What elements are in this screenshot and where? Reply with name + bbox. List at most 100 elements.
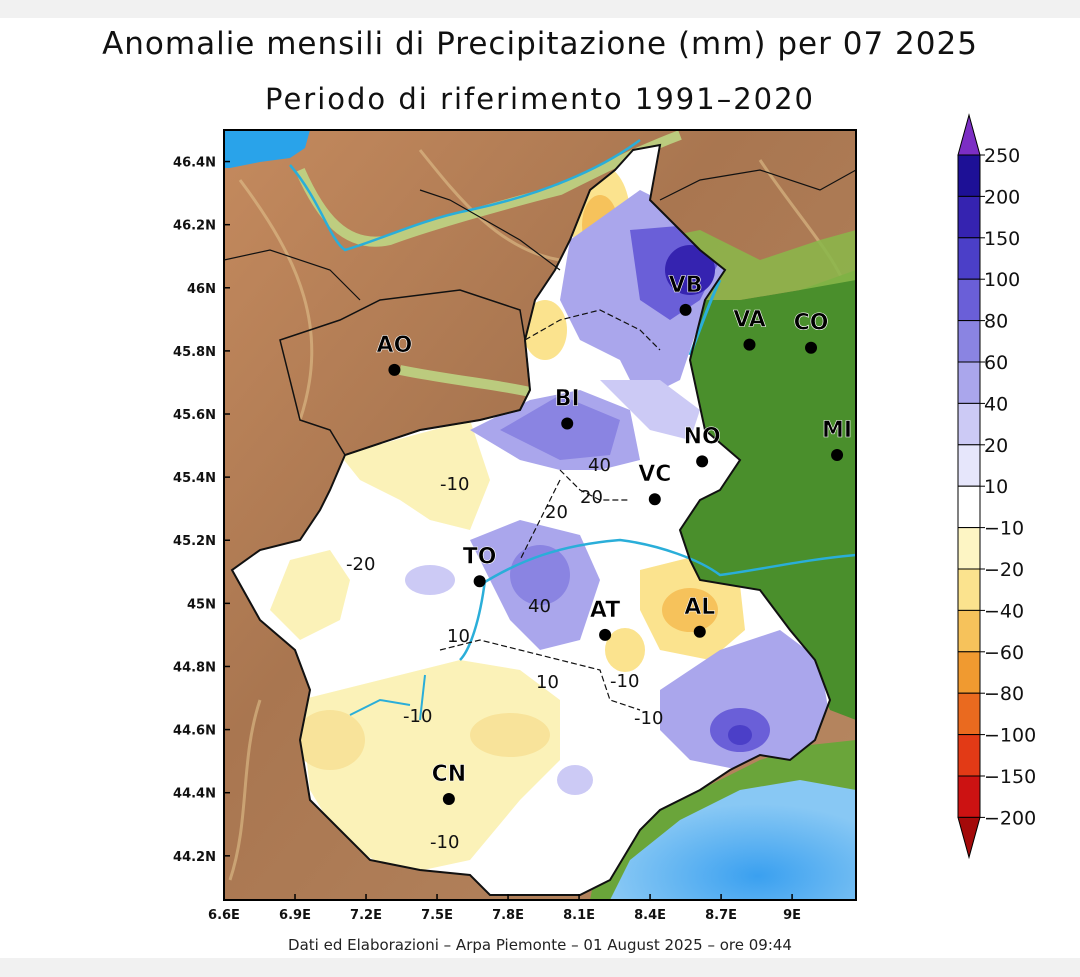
legend-swatch <box>957 361 981 404</box>
lon-tick-label: 8.4E <box>634 908 666 923</box>
city-label-mi: MI <box>822 418 852 443</box>
lon-tick-label: 7.8E <box>492 908 524 923</box>
credits-footer: Dati ed Elaborazioni – Arpa Piemonte – 0… <box>288 936 792 954</box>
legend-label: 40 <box>984 393 1008 415</box>
city-label-vc: VC <box>638 462 671 487</box>
lat-tick-label: 45.8N <box>173 345 216 360</box>
latitude-axis: 46.4N 46.2N 46N 45.8N 45.6N 45.4N 45.2N 45N 44.8… <box>173 156 230 865</box>
legend-label: −40 <box>984 600 1024 622</box>
legend-label: 100 <box>984 269 1020 291</box>
river-rhone <box>289 138 641 252</box>
legend-swatch <box>957 444 981 487</box>
legend-label: −20 <box>984 559 1024 581</box>
city-marker-va <box>743 338 756 351</box>
city-marker-bi <box>561 417 574 430</box>
city-markers: AO VB VA CO BI NO MI VC TO AT AL CN <box>376 273 852 806</box>
lon-tick-label: 9E <box>783 908 801 923</box>
legend-label: −60 <box>984 642 1024 664</box>
map-frame <box>223 129 857 901</box>
contour-label: -10 <box>403 706 432 727</box>
contour-label: -10 <box>610 671 639 692</box>
city-label-no: NO <box>684 424 721 449</box>
city-label-to: TO <box>463 544 497 569</box>
legend-swatch <box>957 609 981 653</box>
lat-tick-label: 44.2N <box>173 850 216 865</box>
legend-label: 10 <box>984 476 1008 498</box>
city-marker-cn <box>442 793 455 806</box>
lat-tick-label: 44.4N <box>173 787 216 802</box>
city-label-ao: AO <box>377 333 413 358</box>
city-label-va: VA <box>733 308 766 333</box>
legend-swatch <box>957 278 981 322</box>
legend-swatch <box>957 195 981 239</box>
city-label-co: CO <box>794 311 829 336</box>
contour-label: -20 <box>346 554 375 575</box>
map-area <box>224 130 856 900</box>
city-marker-to <box>473 575 486 588</box>
legend-swatch <box>957 527 981 570</box>
legend-label: −200 <box>984 807 1036 829</box>
contour-label: 10 <box>536 672 559 693</box>
lat-tick-label: 44.8N <box>173 660 216 675</box>
city-marker-no <box>696 455 709 468</box>
legend-swatch <box>957 734 981 777</box>
lon-tick-label: 7.2E <box>350 908 382 923</box>
river-tanaro <box>349 674 426 721</box>
legend-label: 80 <box>984 311 1008 333</box>
valley-green <box>295 130 682 397</box>
contour-label: 10 <box>447 626 470 647</box>
lon-tick-label: 6.6E <box>208 908 240 923</box>
legend-label: −150 <box>984 766 1036 788</box>
city-marker-ao <box>388 363 401 376</box>
map-title: Anomalie mensili di Precipitazione (mm) … <box>102 26 978 62</box>
legend-label: 150 <box>984 228 1020 250</box>
lat-tick-label: 46.4N <box>173 156 216 171</box>
map-subtitle: Periodo di riferimento 1991–2020 <box>265 82 815 116</box>
city-marker-vb <box>679 303 692 316</box>
city-marker-al <box>693 625 706 638</box>
contour-label: -10 <box>440 474 469 495</box>
city-label-bi: BI <box>555 386 580 411</box>
terrain-ridges <box>228 149 852 881</box>
legend-swatch <box>957 485 981 529</box>
lat-tick-label: 45.2N <box>173 534 216 549</box>
lat-tick-label: 46N <box>187 282 216 297</box>
legend-swatch <box>957 402 981 446</box>
lat-tick-label: 45.6N <box>173 408 216 423</box>
lon-tick-label: 6.9E <box>279 908 311 923</box>
legend-label: 60 <box>984 352 1008 374</box>
lat-tick-label: 45.4N <box>173 471 216 486</box>
legend-swatch <box>957 775 981 818</box>
legend-label: 200 <box>984 186 1020 208</box>
city-marker-mi <box>831 449 844 462</box>
longitude-axis: 6.6E 6.9E 7.2E 7.5E 7.8E 8.1E 8.4E 8.7E 9E <box>208 894 801 923</box>
legend-swatch <box>957 692 981 736</box>
lon-tick-label: 8.1E <box>563 908 595 923</box>
contour-label: 40 <box>588 455 611 476</box>
legend-swatch <box>957 320 981 363</box>
legend-label: −100 <box>984 725 1036 747</box>
city-marker-co <box>805 341 818 354</box>
city-label-cn: CN <box>432 762 467 787</box>
city-marker-vc <box>648 493 661 506</box>
legend-label: 20 <box>984 435 1008 457</box>
color-legend: 250 200 150 100 80 60 40 20 10 −10 −20 −40 −60 −80 −10… <box>957 113 1036 860</box>
contour-label: -10 <box>634 708 663 729</box>
legend-swatch <box>957 154 981 197</box>
legend-label: −10 <box>984 518 1024 540</box>
city-label-al: AL <box>684 595 715 620</box>
lat-tick-label: 46.2N <box>173 219 216 234</box>
river-po <box>459 538 856 661</box>
city-label-at: AT <box>590 598 620 623</box>
aosta-border <box>279 289 531 456</box>
legend-label: −80 <box>984 683 1024 705</box>
lat-tick-label: 44.6N <box>173 724 216 739</box>
contour-labels: -10 -20 40 20 20 40 10 10 -10 -10 -10 -1… <box>346 455 663 853</box>
contour-label: -10 <box>430 832 459 853</box>
legend-arrow-top <box>957 113 981 156</box>
city-label-vb: VB <box>669 273 703 298</box>
legend-swatch <box>957 651 981 694</box>
contour-label: 20 <box>545 502 568 523</box>
contour-label: 40 <box>528 596 551 617</box>
